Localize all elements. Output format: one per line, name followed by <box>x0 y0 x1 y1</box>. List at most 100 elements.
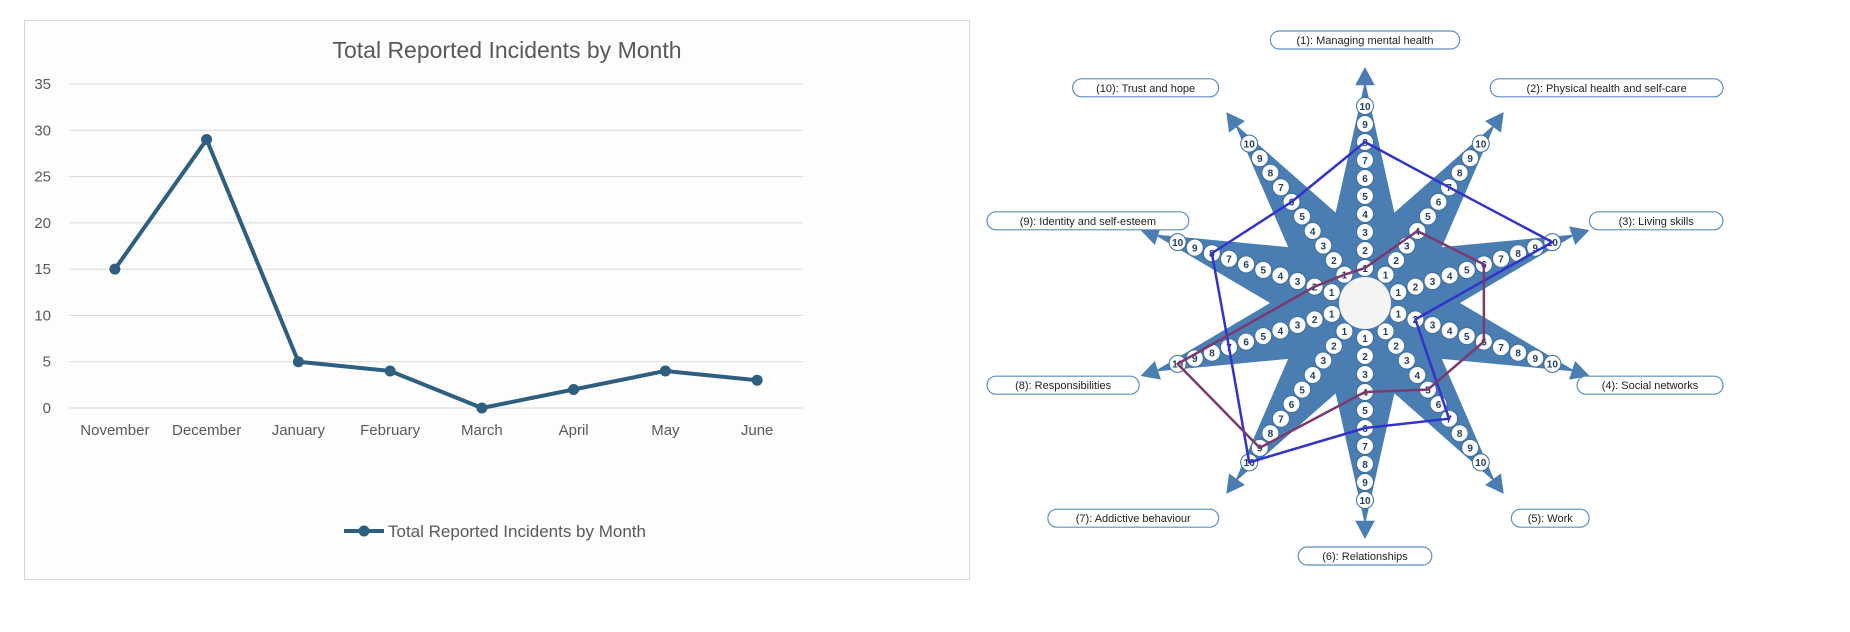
data-point <box>568 383 580 395</box>
axis-arrowhead <box>1485 473 1504 494</box>
svg-text:5: 5 <box>1425 385 1431 396</box>
svg-text:4: 4 <box>1415 371 1421 382</box>
data-point <box>384 365 396 377</box>
scale-marker: 3 <box>1288 272 1307 291</box>
x-tick-label: November <box>80 422 149 439</box>
scale-marker: 5 <box>1457 327 1476 346</box>
svg-text:6: 6 <box>1436 198 1442 209</box>
svg-text:7: 7 <box>1446 414 1452 425</box>
scale-marker: 1 <box>1322 304 1341 323</box>
svg-text:3: 3 <box>1404 356 1410 367</box>
svg-text:9: 9 <box>1467 154 1473 165</box>
svg-text:7: 7 <box>1278 414 1284 425</box>
svg-text:5: 5 <box>1464 332 1470 343</box>
scale-marker: 6 <box>1429 192 1448 211</box>
y-tick-label: 30 <box>34 122 51 139</box>
axis-label-2: (2): Physical health and self-care <box>1489 78 1724 98</box>
scale-marker: 5 <box>1254 260 1273 279</box>
axis-arrowhead <box>1355 67 1375 86</box>
svg-text:9: 9 <box>1257 444 1263 455</box>
svg-text:3: 3 <box>1404 241 1410 252</box>
scale-marker: 2 <box>1406 277 1425 296</box>
svg-text:4: 4 <box>1310 371 1316 382</box>
svg-text:8: 8 <box>1515 249 1521 260</box>
axis-label-3: (3): Living skills <box>1588 211 1724 231</box>
scale-marker: 2 <box>1356 241 1374 259</box>
scale-marker: 6 <box>1237 332 1256 351</box>
radar-series-1 <box>1210 140 1554 464</box>
scale-marker: 4 <box>1303 221 1322 240</box>
svg-text:(7): Addictive behaviour: (7): Addictive behaviour <box>1076 513 1191 525</box>
legend: Total Reported Incidents by Month <box>344 522 646 541</box>
svg-text:1: 1 <box>1362 264 1368 275</box>
scale-marker: 6 <box>1356 169 1374 187</box>
svg-text:8: 8 <box>1362 460 1368 471</box>
svg-text:(4): Social networks: (4): Social networks <box>1602 380 1699 392</box>
scale-marker: 3 <box>1314 236 1333 255</box>
scale-marker: 8 <box>1450 163 1469 182</box>
radar-series-2 <box>1176 229 1486 450</box>
svg-text:5: 5 <box>1362 406 1368 417</box>
axis-label-1: (1): Managing mental health <box>1269 30 1461 50</box>
data-point <box>751 374 763 386</box>
svg-text:(3): Living skills: (3): Living skills <box>1619 216 1695 228</box>
scale-marker: 2 <box>1356 347 1374 365</box>
svg-text:9: 9 <box>1532 243 1538 254</box>
x-tick-label: December <box>172 422 241 439</box>
svg-text:5: 5 <box>1299 212 1305 223</box>
axis-arrowhead <box>1140 360 1161 380</box>
svg-text:8: 8 <box>1515 349 1521 360</box>
svg-text:7: 7 <box>1226 255 1232 266</box>
scale-marker: 4 <box>1440 321 1459 340</box>
scale-marker: 10 <box>1471 134 1490 153</box>
svg-text:1: 1 <box>1396 310 1402 321</box>
svg-text:6: 6 <box>1289 400 1295 411</box>
axis-arrowhead <box>1485 112 1504 133</box>
svg-text:1: 1 <box>1329 310 1335 321</box>
svg-text:(1): Managing mental health: (1): Managing mental health <box>1297 35 1434 47</box>
axis-arrowhead <box>1140 226 1161 246</box>
scale-marker: 8 <box>1261 163 1280 182</box>
scale-marker: 1 <box>1389 304 1408 323</box>
scale-marker: 7 <box>1271 178 1290 197</box>
svg-text:3: 3 <box>1320 356 1326 367</box>
scale-marker: 9 <box>1461 438 1480 457</box>
svg-text:8: 8 <box>1268 169 1274 180</box>
scale-marker: 5 <box>1457 260 1476 279</box>
series-group <box>109 134 763 414</box>
scale-marker: 3 <box>1423 315 1442 334</box>
svg-text:9: 9 <box>1257 154 1263 165</box>
svg-text:1: 1 <box>1329 288 1335 299</box>
svg-text:9: 9 <box>1362 478 1368 489</box>
x-tick-label: June <box>741 422 774 439</box>
scale-marker: 8 <box>1450 424 1469 443</box>
svg-text:(8): Responsibilities: (8): Responsibilities <box>1015 380 1111 392</box>
x-tick-label: March <box>461 422 503 439</box>
scale-marker: 3 <box>1288 315 1307 334</box>
data-point <box>201 134 213 146</box>
scale-marker: 4 <box>1271 321 1290 340</box>
svg-text:7: 7 <box>1362 156 1368 167</box>
x-tick-label: January <box>272 422 326 439</box>
svg-text:3: 3 <box>1295 277 1301 288</box>
scale-marker: 9 <box>1526 349 1545 368</box>
svg-text:(9): Identity and self-esteem: (9): Identity and self-esteem <box>1020 216 1156 228</box>
star-center <box>1339 277 1391 329</box>
svg-text:8: 8 <box>1209 349 1215 360</box>
svg-text:1: 1 <box>1362 334 1368 345</box>
svg-text:10: 10 <box>1244 458 1256 469</box>
svg-text:5: 5 <box>1425 212 1431 223</box>
axis-arrowhead <box>1569 226 1590 246</box>
svg-text:10: 10 <box>1547 360 1559 371</box>
svg-text:1: 1 <box>1342 327 1348 338</box>
svg-text:6: 6 <box>1362 424 1368 435</box>
svg-text:4: 4 <box>1278 271 1284 282</box>
svg-text:6: 6 <box>1362 174 1368 185</box>
svg-text:2: 2 <box>1413 282 1419 293</box>
svg-text:4: 4 <box>1362 210 1368 221</box>
svg-text:3: 3 <box>1430 321 1436 332</box>
scale-marker: 1 <box>1376 265 1395 284</box>
svg-text:2: 2 <box>1393 342 1399 353</box>
scale-marker: 10 <box>1168 233 1187 252</box>
scale-marker: 1 <box>1322 283 1341 302</box>
